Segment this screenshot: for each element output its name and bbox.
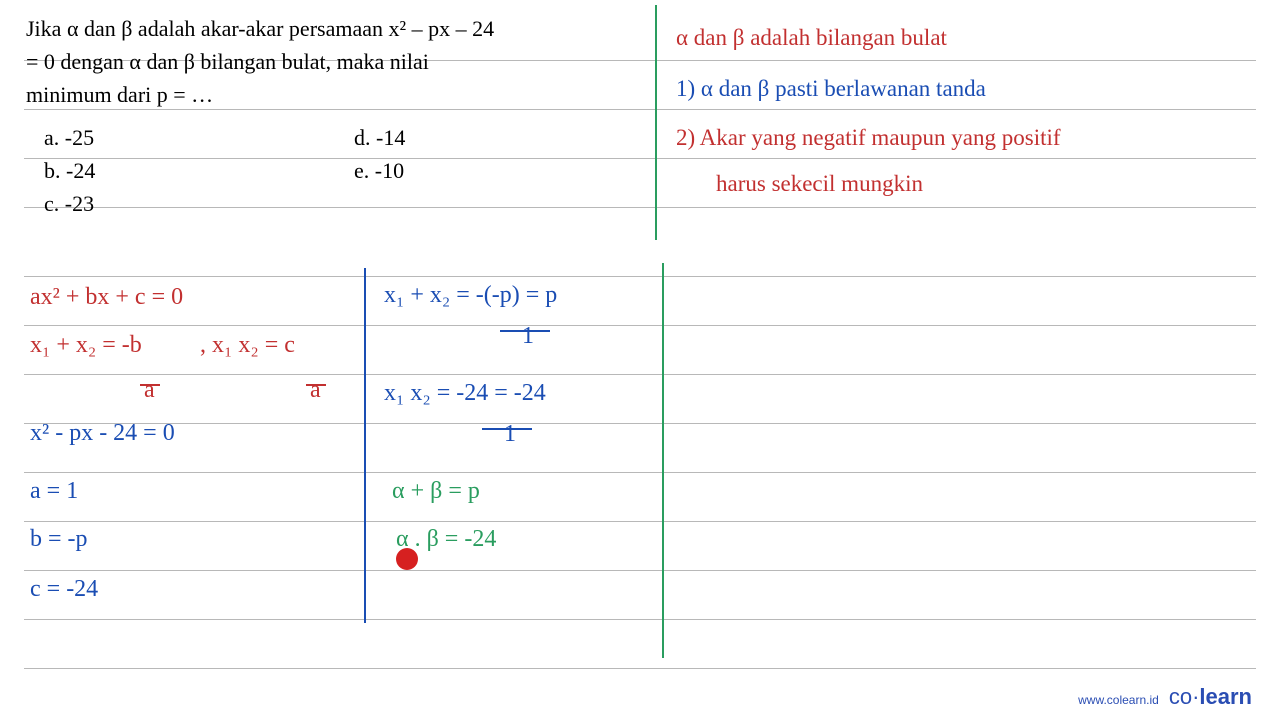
options-list: a. -25 d. -14 b. -24 e. -10 c. -23 bbox=[26, 121, 636, 220]
vertical-line-blue bbox=[364, 268, 366, 623]
note-right-1: α dan β adalah bilangan bulat bbox=[676, 22, 1266, 53]
rule-line bbox=[24, 276, 1256, 277]
sol-m3: α + β = p bbox=[392, 478, 480, 505]
footer-url: www.colearn.id bbox=[1078, 693, 1159, 707]
rule-line bbox=[24, 619, 1256, 620]
sol-formula-2b: , x₁ x₂ = c bbox=[200, 332, 295, 359]
sol-c: c = -24 bbox=[30, 576, 98, 603]
option-a: a. -25 bbox=[44, 121, 354, 154]
sol-m2-frac: 1 bbox=[482, 416, 532, 470]
sol-frac-a2: a bbox=[306, 372, 326, 426]
logo-b: learn bbox=[1199, 684, 1252, 709]
sol-formula-2a: x₁ + x₂ = -b bbox=[30, 332, 142, 359]
sol-eq: x² - px - 24 = 0 bbox=[30, 420, 175, 447]
sol-denom-a1: a bbox=[144, 377, 155, 403]
question-text: Jika α dan β adalah akar-akar persamaan … bbox=[26, 12, 636, 111]
logo-a: co bbox=[1169, 684, 1192, 709]
sol-m1d: 1 bbox=[522, 323, 534, 349]
rule-line bbox=[24, 374, 1256, 375]
q-line1: Jika α dan β adalah akar-akar persamaan … bbox=[26, 16, 494, 41]
rule-line bbox=[24, 521, 1256, 522]
sol-f2b-text: , x₁ x₂ = c bbox=[200, 332, 295, 358]
sol-f2a-text: x₁ + x₂ = -b bbox=[30, 332, 142, 358]
footer: www.colearn.id co·learn bbox=[1078, 684, 1252, 710]
sol-frac-a1: a bbox=[140, 372, 160, 426]
footer-logo: co·learn bbox=[1169, 684, 1252, 710]
rule-line bbox=[24, 668, 1256, 669]
question-block: Jika α dan β adalah akar-akar persamaan … bbox=[26, 12, 636, 220]
option-b: b. -24 bbox=[44, 154, 354, 187]
rule-line bbox=[24, 325, 1256, 326]
rule-line bbox=[24, 423, 1256, 424]
rule-line bbox=[24, 570, 1256, 571]
option-c: c. -23 bbox=[44, 187, 354, 220]
sol-a: a = 1 bbox=[30, 478, 78, 505]
rule-line bbox=[24, 472, 1256, 473]
note-right-3a: 2) Akar yang negatif maupun yang positif bbox=[676, 122, 1266, 153]
option-d: d. -14 bbox=[354, 121, 554, 154]
note-right-2: 1) α dan β pasti berlawanan tanda bbox=[676, 73, 1266, 104]
sol-m2: x₁ x₂ = -24 = -24 bbox=[384, 380, 546, 407]
sol-formula-1: ax² + bx + c = 0 bbox=[30, 284, 183, 311]
option-e: e. -10 bbox=[354, 154, 554, 187]
q-line3: minimum dari p = … bbox=[26, 82, 213, 107]
q-line2: = 0 dengan α dan β bilangan bulat, maka … bbox=[26, 49, 429, 74]
sol-m2d: 1 bbox=[504, 421, 516, 447]
sol-denom-a2: a bbox=[310, 377, 321, 403]
pointer-dot-icon bbox=[396, 548, 418, 570]
sol-m1-frac: 1 bbox=[500, 318, 550, 372]
sol-m1: x₁ + x₂ = -(-p) = p bbox=[384, 282, 557, 309]
note-right-3b: harus sekecil mungkin bbox=[716, 168, 1280, 199]
vertical-line-green-top bbox=[655, 5, 657, 240]
vertical-line-green-bottom bbox=[662, 263, 664, 658]
sol-b: b = -p bbox=[30, 526, 88, 553]
